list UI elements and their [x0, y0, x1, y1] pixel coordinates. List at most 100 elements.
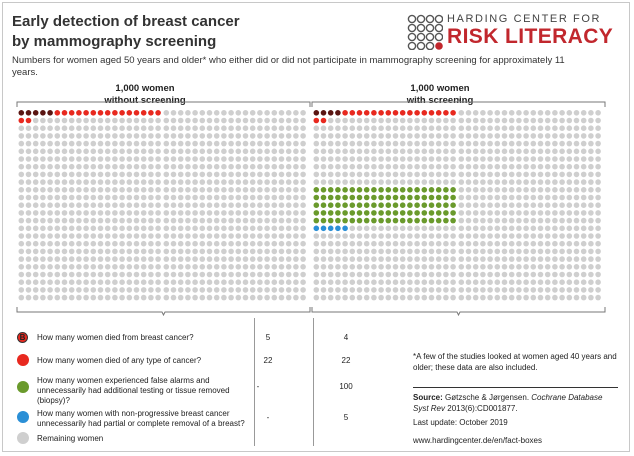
- without-dot-remaining: [32, 156, 39, 162]
- with-dot-remaining: [313, 240, 320, 247]
- with-dot-remaining: [320, 240, 327, 247]
- with-dot-false-alarm: [335, 187, 341, 193]
- without-dot-remaining: [133, 171, 140, 178]
- without-dot-remaining: [185, 171, 191, 178]
- without-dot-remaining: [221, 294, 227, 301]
- with-dot-remaining: [320, 264, 327, 270]
- without-dot-remaining: [148, 179, 154, 185]
- without-dot-remaining: [126, 217, 133, 224]
- without-dot-remaining: [61, 225, 68, 232]
- with-dot-remaining: [559, 187, 565, 193]
- with-dot-remaining: [414, 148, 420, 155]
- with-dot-remaining: [407, 156, 413, 162]
- without-dot-remaining: [185, 117, 191, 124]
- with-dot-remaining: [363, 171, 370, 178]
- with-dot-remaining: [472, 217, 479, 224]
- without-dot-remaining: [133, 133, 140, 139]
- without-dot-remaining: [140, 202, 147, 208]
- without-dot-remaining: [278, 248, 285, 255]
- with-dot-remaining: [428, 264, 435, 270]
- without-dot-remaining: [47, 256, 53, 262]
- without-dot-remaining: [54, 240, 61, 247]
- without-dot-remaining: [61, 148, 68, 155]
- with-dot-remaining: [443, 140, 449, 147]
- without-dot-remaining: [68, 117, 75, 124]
- with-dot-remaining: [443, 264, 449, 270]
- with-dot-remaining: [595, 279, 601, 285]
- without-dot-remaining: [213, 140, 220, 147]
- with-dot-remaining: [559, 264, 565, 270]
- with-dot-remaining: [595, 163, 601, 170]
- with-dot-remaining: [566, 279, 573, 285]
- without-dot-remaining: [47, 217, 53, 224]
- with-dot-false-alarm: [327, 187, 334, 193]
- with-dot-remaining: [480, 171, 486, 178]
- with-dot-remaining: [320, 163, 327, 170]
- without-dot-remaining: [300, 202, 306, 208]
- without-dot-remaining: [90, 140, 97, 147]
- without-dot-remaining: [257, 110, 263, 116]
- value-with-died-breast: 4: [343, 333, 349, 342]
- with-dot-remaining: [487, 225, 493, 232]
- with-dot-remaining: [465, 156, 472, 162]
- without-dot-remaining: [221, 171, 227, 178]
- with-dot-remaining: [472, 163, 479, 170]
- without-dot-remaining: [170, 140, 177, 147]
- with-dot-remaining: [530, 279, 537, 285]
- without-dot-remaining: [199, 202, 206, 208]
- with-dot-false-alarm: [327, 194, 334, 201]
- without-dot-remaining: [242, 156, 249, 162]
- with-dot-false-alarm: [414, 202, 420, 208]
- with-dot-remaining: [516, 294, 522, 301]
- with-dot-remaining: [363, 140, 370, 147]
- without-dot-remaining: [140, 125, 147, 131]
- without-dot-remaining: [192, 287, 198, 293]
- without-dot-remaining: [170, 125, 177, 131]
- without-dot-remaining: [112, 264, 118, 270]
- with-dot-remaining: [421, 125, 428, 131]
- with-dot-remaining: [580, 248, 587, 255]
- with-dot-remaining: [378, 279, 384, 285]
- with-dot-remaining: [552, 179, 558, 185]
- with-dot-remaining: [494, 194, 501, 201]
- without-dot-remaining: [300, 110, 306, 116]
- without-dot-remaining: [112, 117, 118, 124]
- without-dot-remaining: [140, 217, 147, 224]
- without-dot-remaining: [83, 125, 89, 131]
- with-dot-remaining: [573, 294, 580, 301]
- without-dot-remaining: [97, 233, 104, 239]
- with-dot-false-alarm: [349, 202, 356, 208]
- with-dot-remaining: [530, 133, 537, 139]
- without-dot-remaining: [133, 163, 140, 170]
- with-dot-remaining: [465, 256, 472, 262]
- without-dot-remaining: [170, 156, 177, 162]
- without-dot-remaining: [192, 240, 198, 247]
- without-dot-remaining: [177, 256, 184, 262]
- without-dot-remaining: [90, 210, 97, 216]
- with-dot-remaining: [544, 287, 551, 293]
- without-dot-remaining: [242, 110, 249, 116]
- with-dot-remaining: [480, 133, 486, 139]
- with-dot-remaining: [435, 294, 442, 301]
- with-dot-remaining: [494, 294, 501, 301]
- with-dot-remaining: [566, 210, 573, 216]
- panel-label-without-line1: 1,000 women: [115, 83, 175, 94]
- without-dot-remaining: [18, 225, 25, 232]
- without-dot-remaining: [126, 264, 133, 270]
- with-dot-remaining: [566, 202, 573, 208]
- with-dot-remaining: [573, 163, 580, 170]
- source-url[interactable]: www.hardingcenter.de/en/fact-boxes: [413, 436, 542, 445]
- with-dot-remaining: [480, 110, 486, 116]
- without-dot-remaining: [199, 294, 206, 301]
- with-dot-remaining: [501, 110, 508, 116]
- without-dot-remaining: [213, 240, 220, 247]
- without-dot-remaining: [140, 194, 147, 201]
- without-dot-remaining: [25, 287, 32, 293]
- without-dot-remaining: [278, 194, 285, 201]
- without-dot-remaining: [163, 225, 170, 232]
- without-dot-remaining: [25, 217, 32, 224]
- with-dot-remaining: [385, 133, 392, 139]
- with-dot-remaining: [508, 171, 515, 178]
- with-dot-remaining: [349, 287, 356, 293]
- without-dot-remaining: [47, 202, 53, 208]
